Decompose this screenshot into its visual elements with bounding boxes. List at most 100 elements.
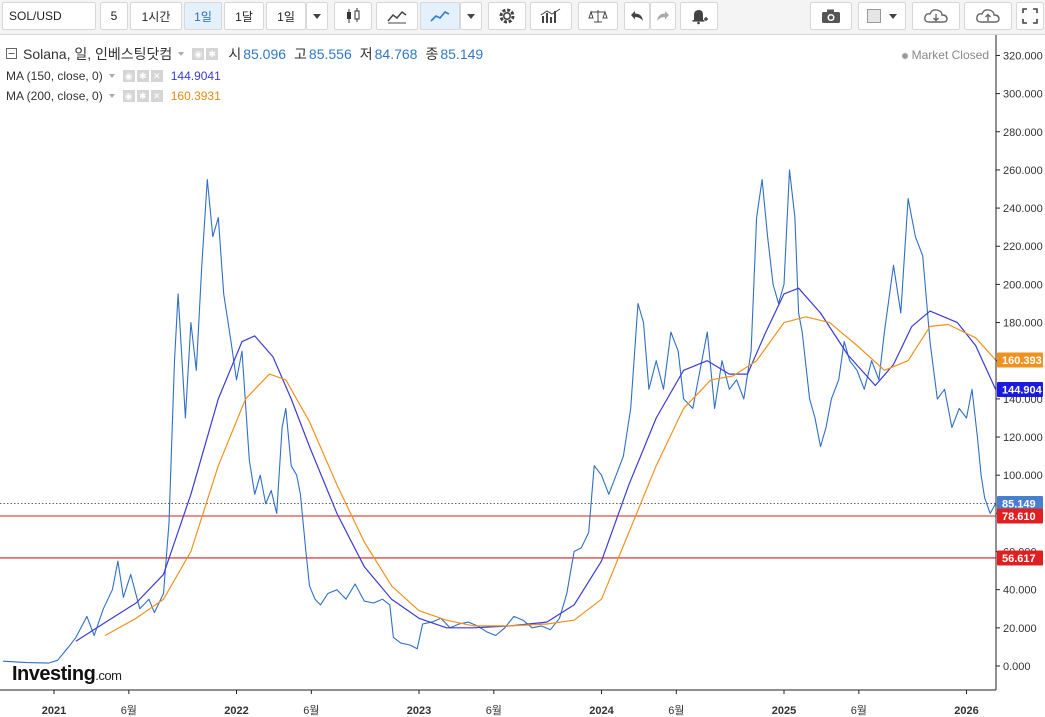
price-chart[interactable]: 0.00020.00040.00060.00080.000100.000120.… [0, 35, 1045, 717]
screenshot-button[interactable] [810, 2, 852, 30]
candlestick-button[interactable] [334, 2, 372, 30]
x-axis[interactable]: 2021 6월 2022 6월 2023 6월 2024 6월 2025 6월 2026 [42, 690, 979, 717]
interval-dropdown-button[interactable] [306, 2, 328, 30]
legend-series-controls: ◉ ✱ [192, 48, 220, 60]
alert-button[interactable] [680, 2, 718, 30]
close-icon[interactable]: ✕ [150, 70, 163, 82]
undo-icon [631, 11, 643, 21]
ma150-value: 144.9041 [170, 69, 221, 83]
series-layer [2, 169, 997, 664]
interval-1day-button[interactable]: 1일 [184, 2, 222, 30]
ma200-value: 160.3931 [170, 89, 221, 103]
interval-1hour-label: 1시간 [141, 9, 171, 24]
legend-title: Solana, 일, 인베스팅닷컴 [23, 46, 173, 62]
price-tag-label: 56.617 [1002, 553, 1036, 565]
interval-number-button[interactable]: 5 [100, 2, 128, 30]
close-icon[interactable]: ✕ [150, 90, 163, 102]
y-tick-label: 200.000 [1003, 279, 1043, 291]
area-chart-button[interactable] [376, 2, 418, 30]
interval-1hour-button[interactable]: 1시간 [130, 2, 182, 30]
cloud-download-icon [924, 9, 948, 23]
y-tick-label: 240.000 [1003, 203, 1043, 215]
x-tick-label: 6월 [486, 704, 502, 717]
price-tag-label: 160.393 [1002, 355, 1042, 367]
dropdown-caret-icon [467, 13, 475, 19]
eye-icon[interactable]: ◉ [192, 48, 205, 60]
low-value: 84.768 [374, 46, 418, 62]
save-chart-button[interactable] [964, 2, 1012, 30]
interval-selected-button[interactable]: 1일 [266, 2, 306, 30]
compare-button[interactable] [578, 2, 618, 30]
interval-number-label: 5 [110, 9, 118, 23]
chevron-down-icon[interactable] [108, 74, 115, 78]
legend-ma200-row: MA (200, close, 0) ◉ ✱ ✕ 160.3931 [6, 89, 221, 103]
color-picker-button[interactable] [858, 2, 906, 30]
chevron-down-icon[interactable] [178, 52, 185, 56]
close-value: 85.149 [440, 46, 484, 62]
redo-button[interactable] [650, 2, 676, 30]
line-chart-button[interactable] [420, 2, 460, 30]
interval-1month-button[interactable]: 1달 [224, 2, 264, 30]
collapse-legend-icon[interactable] [6, 48, 18, 60]
legend-main-row: Solana, 일, 인베스팅닷컴 ◉ ✱ 시 85.096 고 85.556 저 84… [6, 44, 483, 64]
ma150-label: MA (150, close, 0) [6, 69, 103, 83]
indicators-button[interactable] [530, 2, 572, 30]
chart-toolbar: SOL/USD 5 1시간 1일 1달 1일 [0, 0, 1045, 35]
price-tag-badge [997, 382, 1043, 398]
candlestick-icon [347, 8, 360, 23]
cloud-upload-icon [976, 9, 1000, 23]
chart-type-dropdown-button[interactable] [460, 2, 482, 30]
x-tick-label: 2023 [407, 705, 431, 717]
price-tag-badge [997, 496, 1043, 512]
eye-icon[interactable]: ◉ [122, 90, 135, 102]
legend-ma150-row: MA (150, close, 0) ◉ ✱ ✕ 144.9041 [6, 69, 221, 83]
price-tag-badge [997, 352, 1043, 368]
y-tick-label: 320.000 [1003, 50, 1043, 62]
y-tick-label: 120.000 [1003, 432, 1043, 444]
chevron-down-icon [313, 13, 321, 19]
price-line-series [2, 169, 997, 664]
gear-icon[interactable]: ✱ [136, 70, 149, 82]
gear-icon[interactable]: ✱ [136, 90, 149, 102]
high-value: 85.556 [308, 46, 352, 62]
x-tick-label: 6월 [303, 704, 319, 717]
camera-icon [822, 9, 840, 23]
price-tag-label: 78.610 [1002, 511, 1036, 523]
y-tick-label: 180.000 [1003, 318, 1043, 330]
alert-bell-icon [692, 10, 708, 25]
x-tick-label: 6월 [121, 704, 137, 717]
x-tick-label: 6월 [668, 704, 684, 717]
ma200-controls: ◉ ✱ ✕ [122, 90, 165, 102]
market-status: Market Closed [901, 48, 989, 62]
investing-logo: Investing.com [12, 663, 122, 686]
horizontal-lines-layer [0, 503, 996, 559]
eye-icon[interactable]: ◉ [122, 70, 135, 82]
x-tick-label: 6월 [851, 704, 867, 717]
chevron-down-icon[interactable] [108, 94, 115, 98]
settings-button[interactable] [488, 2, 526, 30]
line-chart-icon [430, 11, 450, 22]
price-tag-badge [997, 508, 1043, 524]
load-chart-button[interactable] [912, 2, 960, 30]
compare-scale-icon [588, 10, 608, 23]
gear-icon[interactable]: ✱ [206, 48, 219, 60]
price-tag-label: 85.149 [1002, 499, 1036, 511]
ma200-label: MA (200, close, 0) [6, 89, 103, 103]
redo-icon [657, 11, 669, 21]
interval-selected-label: 1일 [277, 9, 295, 24]
fullscreen-button[interactable] [1016, 2, 1044, 30]
x-tick-label: 2022 [224, 705, 248, 717]
x-tick-label: 2024 [589, 705, 614, 717]
symbol-input[interactable]: SOL/USD [2, 2, 96, 30]
interval-1day-label: 1일 [194, 9, 212, 24]
x-tick-label: 2025 [772, 705, 796, 717]
low-label: 저 [359, 46, 373, 62]
x-tick-label: 2026 [954, 705, 978, 717]
open-label: 시 [228, 46, 242, 62]
y-tick-label: 260.000 [1003, 165, 1043, 177]
undo-button[interactable] [624, 2, 650, 30]
ma150-line-series [75, 287, 997, 642]
status-dot-icon [901, 52, 908, 59]
ma200-line-series [104, 316, 997, 637]
